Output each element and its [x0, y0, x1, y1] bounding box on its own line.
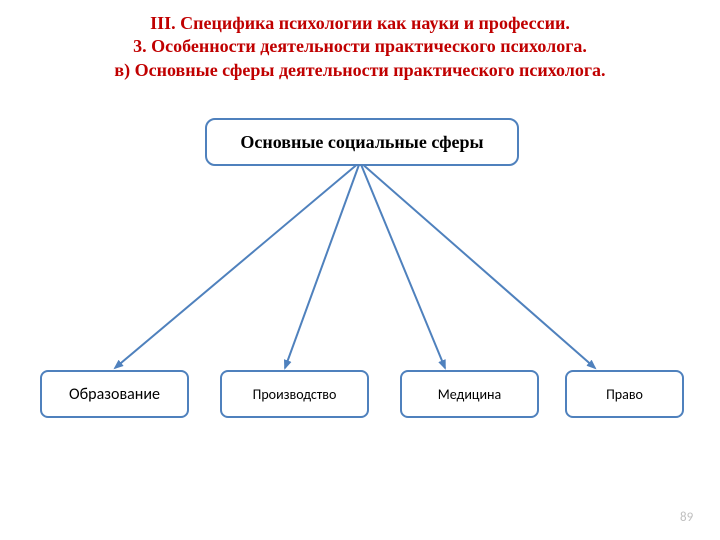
- title-line-1: III. Специфика психологии как науки и пр…: [0, 12, 720, 35]
- arrow-line-1: [285, 162, 360, 368]
- leaf-node-0: Образование: [40, 370, 189, 418]
- leaf-node-2-label: Медицина: [438, 386, 501, 403]
- arrow-line-0: [115, 162, 360, 368]
- slide-number: 89: [680, 510, 693, 525]
- leaf-node-3-label: Право: [606, 386, 643, 403]
- title-block: III. Специфика психологии как науки и пр…: [0, 12, 720, 82]
- title-line-3: в) Основные сферы деятельности практичес…: [0, 59, 720, 82]
- root-node-label: Основные социальные сферы: [240, 132, 483, 153]
- title-line-2: 3. Особенности деятельности практическог…: [0, 35, 720, 58]
- leaf-node-1: Производство: [220, 370, 369, 418]
- leaf-node-0-label: Образование: [69, 385, 160, 404]
- arrow-line-2: [360, 162, 445, 368]
- leaf-node-2: Медицина: [400, 370, 539, 418]
- root-node: Основные социальные сферы: [205, 118, 519, 166]
- leaf-node-3: Право: [565, 370, 684, 418]
- leaf-node-1-label: Производство: [253, 386, 337, 403]
- arrow-line-3: [360, 162, 595, 368]
